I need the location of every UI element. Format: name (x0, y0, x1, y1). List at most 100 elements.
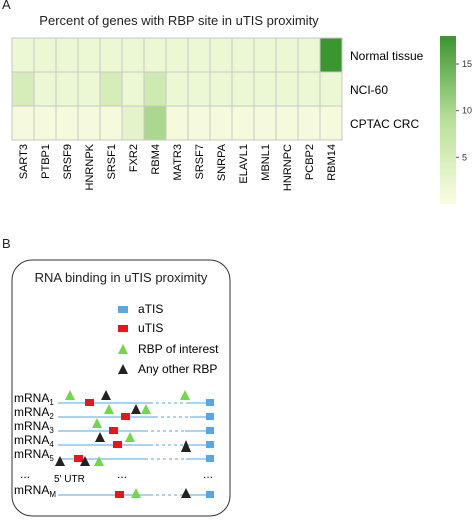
ellipsis-middle: ... (117, 467, 127, 481)
heatmap-cell (297, 105, 321, 141)
utis-marker (85, 399, 94, 406)
heatmap-row-label: Normal tissue (350, 49, 424, 63)
rna-binding-diagram: aTIS uTIS RBP of interest Any other RBP … (11, 259, 231, 517)
heatmap-cell (99, 71, 123, 107)
mrna-row-4: mRNA4 (14, 432, 214, 452)
other-rbp-triangle (181, 488, 191, 498)
legend-rbp-interest-label: RBP of interest (138, 342, 219, 356)
rbp-interest-triangle (125, 432, 135, 442)
mrna-row-1: mRNA1 (14, 390, 214, 407)
utr-label: 5' UTR (54, 474, 85, 485)
heatmap-cell (275, 71, 299, 107)
heatmap-cell (297, 37, 321, 73)
diagram-title: RNA binding in uTIS proximity (34, 270, 208, 285)
heatmap-column-label: MBNL1 (260, 144, 272, 181)
heatmap-cell (275, 37, 299, 73)
heatmap-cell (143, 105, 167, 141)
other-rbp-triangle (131, 404, 141, 414)
rbp-interest-triangle (131, 488, 141, 498)
mrna-label: mRNA4 (14, 433, 54, 449)
heatmap-column-label: HNRNPC (282, 144, 294, 191)
legend-atis-marker (118, 306, 128, 313)
heatmap-cell (99, 37, 123, 73)
heatmap-column-label: RBM4 (150, 144, 162, 175)
heatmap-column-label: FXR2 (128, 144, 140, 172)
atis-marker (206, 399, 214, 406)
other-rbp-triangle (101, 390, 111, 400)
mrna-label: mRNA2 (14, 405, 54, 421)
heatmap-cell (121, 105, 145, 141)
heatmap-column-label: MATR3 (172, 144, 184, 180)
ellipsis-row: ... 5' UTR ... ... (20, 467, 213, 485)
atis-marker (206, 427, 214, 434)
legend-atis-label: aTIS (138, 302, 163, 316)
atis-marker (206, 491, 214, 498)
colorbar (440, 36, 456, 204)
mrna-row-5: mRNA5 (14, 447, 214, 466)
rbp-interest-triangle (180, 390, 190, 400)
heatmap-column-label: SRSF7 (194, 144, 206, 179)
ellipsis-right: ... (203, 467, 213, 481)
heatmap-cell (55, 71, 79, 107)
panel-b-label: B (2, 236, 11, 251)
heatmap-cell (165, 71, 189, 107)
diagram-box (11, 259, 231, 517)
heatmap-cell (77, 37, 101, 73)
heatmap-cell (33, 105, 57, 141)
heatmap-cell (297, 71, 321, 107)
other-rbp-triangle (80, 456, 90, 466)
heatmap-cell (253, 37, 277, 73)
heatmap-cell (253, 71, 277, 107)
heatmap-cell (209, 105, 233, 141)
heatmap-cell (11, 37, 35, 73)
heatmap-cell (55, 105, 79, 141)
utis-marker (121, 413, 130, 420)
heatmap-row-label: CPTAC CRC (350, 117, 419, 131)
utis-marker (74, 455, 83, 462)
heatmap-cell (319, 37, 343, 73)
colorbar-tick-label: 15 (462, 59, 472, 69)
heatmap-cell (33, 71, 57, 107)
rbp-interest-triangle (141, 404, 151, 414)
heatmap-cell (209, 37, 233, 73)
heatmap-cell (187, 105, 211, 141)
heatmap-cell (143, 37, 167, 73)
heatmap-cell (121, 71, 145, 107)
heatmap-cell (165, 105, 189, 141)
utis-marker (115, 491, 124, 498)
other-rbp-triangle (181, 440, 191, 452)
heatmap-cell (165, 37, 189, 73)
utis-marker (109, 427, 118, 434)
panel-a-label: A (2, 0, 11, 12)
legend-utis-marker (118, 325, 128, 332)
mrna-label: mRNA1 (14, 391, 54, 407)
rbp-interest-triangle (92, 418, 102, 428)
heatmap-column-label: SRSF9 (62, 144, 74, 179)
mrna-row-2: mRNA2 (14, 404, 214, 421)
legend: aTIS uTIS RBP of interest Any other RBP (118, 302, 219, 376)
heatmap-cell (77, 105, 101, 141)
heatmap-cell (33, 37, 57, 73)
ellipsis-left: ... (20, 467, 30, 481)
heatmap-cell (187, 37, 211, 73)
mrna-label: mRNA3 (14, 419, 54, 435)
legend-other-rbp-label: Any other RBP (138, 362, 217, 376)
heatmap-column-label: SART3 (18, 144, 30, 179)
colorbar-tick-label: 5 (462, 152, 467, 162)
heatmap-cell (11, 105, 35, 141)
heatmap-chart: Normal tissue NCI-60 CPTAC CRC SART3 PTBP1 S… (11, 36, 472, 204)
heatmap-cell (143, 71, 167, 107)
heatmap-cell (319, 105, 343, 141)
heatmap-cell (11, 71, 35, 107)
heatmap-column-label: PCBP2 (304, 144, 316, 180)
heatmap-cell (253, 105, 277, 141)
mrna-row-m: mRNAM (14, 483, 214, 499)
heatmap-cell (99, 105, 123, 141)
legend-utis-label: uTIS (138, 321, 163, 335)
rbp-interest-triangle (65, 390, 75, 400)
mrna-label: mRNA5 (14, 447, 54, 463)
heatmap-title: Percent of genes with RBP site in uTIS p… (39, 13, 319, 28)
heatmap-row-label: NCI-60 (350, 83, 388, 97)
heatmap-column-label: SNRPA (216, 143, 228, 181)
heatmap-cell (55, 37, 79, 73)
